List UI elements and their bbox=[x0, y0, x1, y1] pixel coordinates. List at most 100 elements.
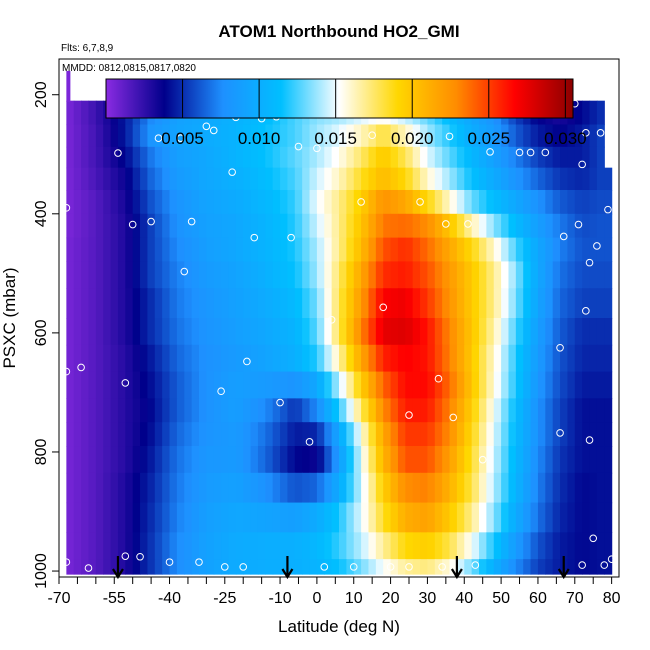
heatmap-cell bbox=[449, 189, 458, 215]
heatmap-cell bbox=[243, 532, 252, 560]
heatmap-cell bbox=[464, 446, 473, 474]
heatmap-cell bbox=[206, 288, 215, 319]
heatmap-cell bbox=[302, 559, 311, 575]
heatmap-cell bbox=[243, 422, 252, 447]
heatmap-cell bbox=[523, 371, 532, 399]
heatmap-cell bbox=[95, 146, 104, 169]
heatmap-cell bbox=[95, 213, 104, 239]
heatmap-cell bbox=[560, 288, 569, 319]
heatmap-cell bbox=[508, 422, 517, 447]
heatmap-cell bbox=[169, 146, 178, 169]
obs-point bbox=[217, 387, 225, 396]
heatmap-cell bbox=[287, 532, 296, 560]
heatmap-cell bbox=[294, 472, 303, 504]
heatmap-cell bbox=[287, 288, 296, 319]
heatmap-cell bbox=[515, 422, 524, 447]
heatmap-cell bbox=[560, 422, 569, 447]
heatmap-cell bbox=[66, 237, 75, 263]
heatmap-cell bbox=[316, 371, 325, 399]
heatmap-cell bbox=[596, 189, 605, 215]
heatmap-cell bbox=[390, 422, 399, 447]
heatmap-cell bbox=[309, 213, 318, 239]
colorbar-tick-label: 0.015 bbox=[314, 129, 357, 148]
heatmap-cell bbox=[154, 318, 163, 346]
heatmap-cell bbox=[206, 502, 215, 533]
heatmap-cell bbox=[191, 532, 200, 560]
heatmap-cell bbox=[250, 472, 259, 504]
heatmap-cell bbox=[582, 446, 591, 474]
heatmap-cell bbox=[515, 446, 524, 474]
heatmap-cell bbox=[383, 261, 392, 289]
heatmap-cell bbox=[169, 422, 178, 447]
heatmap-cell bbox=[88, 398, 97, 423]
heatmap-cell bbox=[456, 559, 465, 575]
heatmap-cell bbox=[235, 398, 244, 423]
heatmap-cell bbox=[427, 371, 436, 399]
heatmap-cell bbox=[582, 261, 591, 289]
heatmap-cell bbox=[405, 167, 414, 191]
heatmap-cell bbox=[199, 422, 207, 447]
heatmap-cell bbox=[339, 532, 347, 560]
heatmap-cell bbox=[339, 318, 347, 346]
heatmap-cell bbox=[147, 213, 156, 239]
heatmap-cell bbox=[294, 288, 303, 319]
heatmap-cell bbox=[103, 532, 112, 560]
heatmap-cell bbox=[162, 318, 171, 346]
heatmap-cell bbox=[479, 446, 487, 474]
obs-point bbox=[515, 148, 524, 157]
heatmap-cell bbox=[280, 371, 289, 399]
heatmap-cell bbox=[545, 398, 554, 423]
heatmap-cell bbox=[132, 237, 141, 263]
heatmap-cell bbox=[213, 559, 222, 575]
heatmap-cell bbox=[184, 344, 193, 373]
heatmap-cell bbox=[412, 167, 421, 191]
heatmap-cell bbox=[206, 398, 215, 423]
obs-point bbox=[147, 217, 155, 226]
heatmap-cell bbox=[405, 344, 414, 373]
heatmap-cell bbox=[567, 288, 576, 319]
heatmap-cell bbox=[250, 422, 259, 447]
heatmap-cell bbox=[287, 559, 296, 575]
heatmap-cell bbox=[235, 124, 244, 148]
heatmap-cell bbox=[110, 344, 119, 373]
heatmap-cell bbox=[486, 288, 495, 319]
heatmap-cell bbox=[280, 502, 289, 533]
heatmap-cell bbox=[66, 213, 75, 239]
heatmap-cell bbox=[280, 237, 289, 263]
heatmap-cell bbox=[73, 237, 82, 263]
heatmap-cell bbox=[265, 559, 274, 575]
heatmap-cell bbox=[73, 146, 82, 169]
heatmap-cell bbox=[464, 237, 473, 263]
heatmap-cell bbox=[449, 146, 458, 169]
obs-point bbox=[486, 148, 494, 156]
obs-point bbox=[320, 563, 329, 571]
heatmap-cell bbox=[213, 288, 222, 319]
heatmap-cell bbox=[346, 422, 355, 447]
heatmap-cell bbox=[132, 189, 141, 215]
heatmap-cell bbox=[221, 502, 230, 533]
heatmap-cell bbox=[257, 261, 266, 289]
heatmap-cell bbox=[442, 146, 451, 169]
heatmap-cell bbox=[213, 344, 222, 373]
heatmap-cell bbox=[265, 532, 274, 560]
heatmap-cell bbox=[250, 344, 259, 373]
heatmap-cell bbox=[471, 446, 480, 474]
obs-point bbox=[405, 563, 413, 571]
heatmap-cell bbox=[257, 398, 266, 423]
heatmap-cell bbox=[73, 446, 82, 474]
heatmap-cell bbox=[552, 318, 561, 346]
heatmap-cell bbox=[140, 532, 149, 560]
heatmap-cell bbox=[339, 446, 347, 474]
x-tick-label: 10 bbox=[345, 590, 363, 607]
heatmap-cell bbox=[537, 124, 546, 148]
heatmap-cell bbox=[294, 532, 303, 560]
heatmap-cell bbox=[95, 532, 104, 560]
heatmap-cell bbox=[221, 398, 230, 423]
heatmap-cell bbox=[405, 261, 414, 289]
heatmap-cell bbox=[589, 261, 598, 289]
heatmap-cell bbox=[88, 100, 97, 126]
heatmap-cell bbox=[184, 472, 193, 504]
heatmap-cell bbox=[117, 189, 126, 215]
x-tick-label: 40 bbox=[455, 590, 473, 607]
heatmap-cell bbox=[523, 261, 532, 289]
